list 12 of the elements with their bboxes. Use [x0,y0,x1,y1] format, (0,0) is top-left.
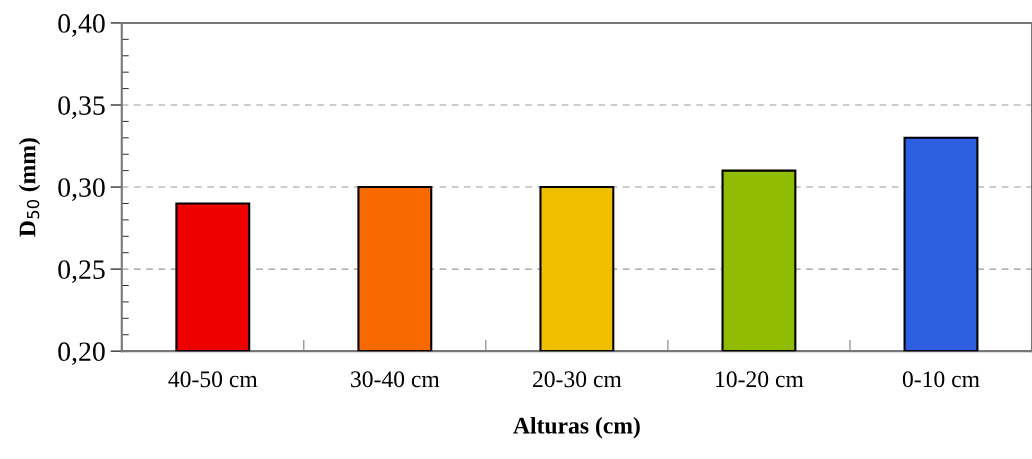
x-tick-label: 20-30 cm [533,371,622,388]
y-tick-label: 0,40 [58,14,105,37]
x-axis-title: Alturas (cm) [513,416,640,439]
x-tick-label: 10-20 cm [716,371,804,388]
y-tick-label: 0,35 [58,96,105,119]
x-tick-label: 40-50 cm [168,371,258,388]
x-tick-label: 0-10 cm [902,371,980,388]
x-tick-label: 30-40 cm [351,371,440,388]
y-tick-label: 0,30 [58,178,105,201]
y-tick-label: 0,25 [58,260,105,283]
y-axis-title: D$_{50}$ (mm) [18,138,41,237]
y-tick-label: 0,20 [58,342,105,366]
